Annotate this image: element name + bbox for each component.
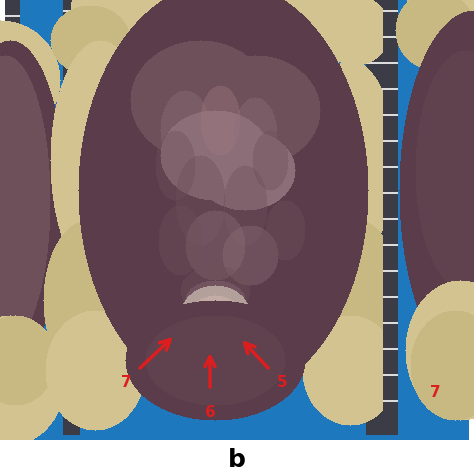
Text: 5: 5: [277, 375, 287, 390]
Text: b: b: [228, 448, 246, 472]
Text: 7: 7: [121, 375, 131, 390]
Text: 7: 7: [430, 385, 440, 400]
Text: 6: 6: [205, 405, 215, 420]
